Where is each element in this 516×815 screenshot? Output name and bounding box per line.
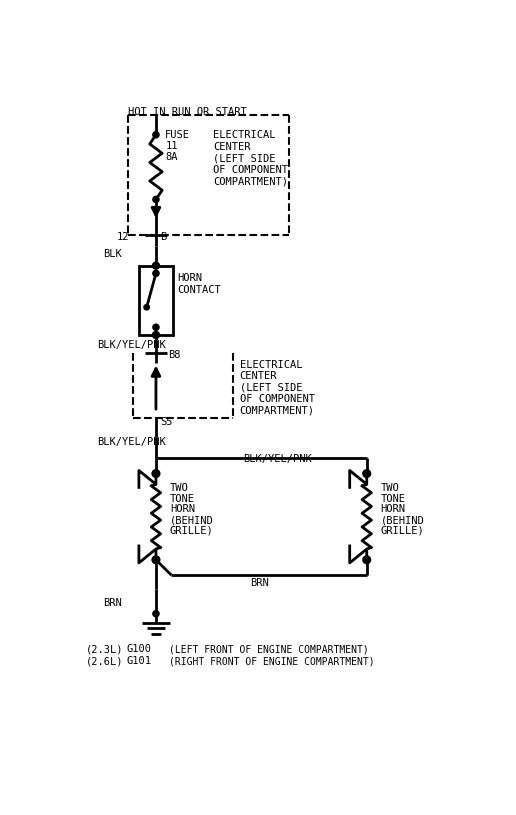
- Text: COMPARTMENT): COMPARTMENT): [239, 406, 315, 416]
- Text: TONE: TONE: [170, 494, 195, 504]
- Text: BLK: BLK: [103, 249, 122, 258]
- Circle shape: [363, 469, 370, 478]
- Circle shape: [144, 305, 149, 310]
- Text: (LEFT SIDE: (LEFT SIDE: [239, 383, 302, 393]
- Text: HORN: HORN: [381, 504, 406, 514]
- Circle shape: [152, 262, 159, 269]
- Text: GRILLE): GRILLE): [381, 526, 425, 536]
- Text: (BEHIND: (BEHIND: [381, 515, 425, 525]
- Text: B: B: [160, 231, 166, 242]
- Circle shape: [153, 324, 159, 330]
- Text: (2.3L): (2.3L): [86, 645, 124, 654]
- Circle shape: [363, 556, 370, 564]
- Text: (LEFT SIDE: (LEFT SIDE: [213, 153, 276, 163]
- Bar: [139, 266, 173, 335]
- Text: BLK/YEL/PNK: BLK/YEL/PNK: [97, 341, 166, 350]
- Text: 12: 12: [117, 231, 130, 242]
- Text: BRN: BRN: [103, 598, 122, 608]
- Text: G100: G100: [126, 645, 152, 654]
- Text: TWO: TWO: [381, 482, 399, 493]
- Text: (2.6L): (2.6L): [86, 656, 124, 666]
- Text: COMPARTMENT): COMPARTMENT): [213, 176, 288, 187]
- Text: CENTER: CENTER: [213, 142, 251, 152]
- Text: OF COMPONENT: OF COMPONENT: [213, 165, 288, 174]
- Text: BLK/YEL/PNK: BLK/YEL/PNK: [97, 437, 166, 447]
- Text: OF COMPONENT: OF COMPONENT: [239, 394, 315, 404]
- Circle shape: [153, 610, 159, 617]
- Text: ELECTRICAL: ELECTRICAL: [213, 130, 276, 140]
- Circle shape: [153, 271, 159, 276]
- Text: (LEFT FRONT OF ENGINE COMPARTMENT): (LEFT FRONT OF ENGINE COMPARTMENT): [169, 645, 369, 654]
- Text: CONTACT: CONTACT: [178, 285, 221, 295]
- Text: B8: B8: [168, 350, 181, 359]
- Text: HORN: HORN: [170, 504, 195, 514]
- Circle shape: [153, 132, 159, 138]
- Circle shape: [152, 469, 160, 478]
- Circle shape: [153, 196, 159, 202]
- Text: FUSE: FUSE: [165, 130, 190, 140]
- Text: ELECTRICAL: ELECTRICAL: [239, 359, 302, 369]
- Text: 8A: 8A: [165, 152, 178, 161]
- Text: HOT IN RUN OR START: HOT IN RUN OR START: [128, 107, 247, 117]
- Text: (RIGHT FRONT OF ENGINE COMPARTMENT): (RIGHT FRONT OF ENGINE COMPARTMENT): [169, 656, 375, 666]
- Circle shape: [152, 332, 159, 338]
- Text: BLK/YEL/PNK: BLK/YEL/PNK: [243, 453, 312, 464]
- Text: TWO: TWO: [170, 482, 189, 493]
- Circle shape: [152, 556, 160, 564]
- Text: G101: G101: [126, 656, 152, 666]
- Text: GRILLE): GRILLE): [170, 526, 214, 536]
- Text: 11: 11: [165, 141, 178, 151]
- Text: (BEHIND: (BEHIND: [170, 515, 214, 525]
- Text: BRN: BRN: [250, 578, 269, 588]
- Text: CENTER: CENTER: [239, 371, 277, 381]
- Text: TONE: TONE: [381, 494, 406, 504]
- Text: HORN: HORN: [178, 273, 203, 284]
- Text: S5: S5: [160, 416, 172, 426]
